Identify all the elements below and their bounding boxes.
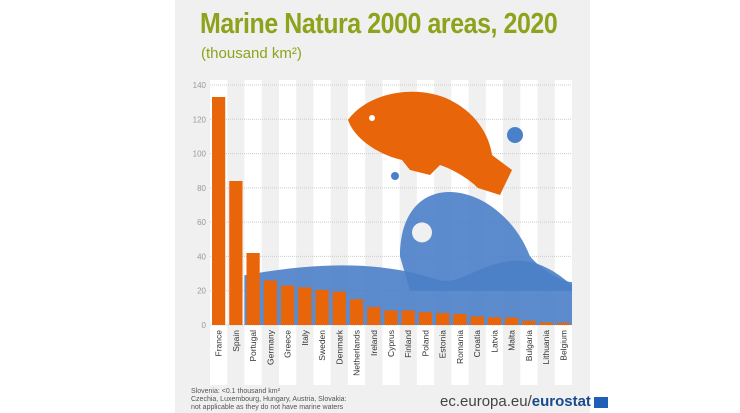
x-tick-label: Cyprus bbox=[386, 330, 396, 357]
x-tick-label: Latvia bbox=[489, 330, 499, 353]
bar-belgium bbox=[556, 322, 570, 325]
footnote: Czechia, Luxembourg, Hungary, Austria, S… bbox=[191, 396, 347, 403]
bar-netherlands bbox=[349, 299, 364, 325]
bar-greece bbox=[280, 285, 295, 325]
bar-lithuania bbox=[539, 322, 553, 325]
x-tick-label: Germany bbox=[265, 329, 275, 365]
bar-denmark bbox=[332, 291, 346, 325]
x-tick-label: Denmark bbox=[334, 329, 344, 364]
x-tick-label: Portugal bbox=[248, 330, 258, 362]
bar-germany bbox=[263, 280, 277, 325]
footnote: Slovenia: <0.1 thousand km² bbox=[191, 388, 280, 395]
bar-bulgaria bbox=[522, 320, 536, 325]
bar-croatia bbox=[470, 316, 484, 325]
x-tick-label: Poland bbox=[420, 330, 430, 357]
bar-finland bbox=[401, 310, 415, 325]
bar-ireland bbox=[367, 307, 381, 325]
y-tick-label: 60 bbox=[197, 218, 206, 227]
x-tick-label: Romania bbox=[455, 330, 465, 364]
x-tick-label: Greece bbox=[283, 330, 293, 358]
bar-estonia bbox=[436, 313, 450, 325]
x-tick-label: Belgium bbox=[558, 330, 568, 361]
y-tick-label: 40 bbox=[197, 252, 206, 261]
y-tick-label: 20 bbox=[197, 287, 206, 296]
x-tick-label: Bulgaria bbox=[524, 330, 534, 361]
bar-poland bbox=[418, 312, 433, 325]
x-tick-label: Estonia bbox=[438, 330, 448, 359]
y-tick-label: 0 bbox=[202, 321, 207, 330]
x-tick-label: Finland bbox=[403, 330, 413, 358]
water-drop-icon bbox=[507, 127, 523, 143]
water-drop-icon bbox=[391, 172, 399, 180]
y-tick-label: 80 bbox=[197, 184, 206, 193]
x-tick-label: Croatia bbox=[472, 330, 482, 358]
x-tick-label: Lithuania bbox=[541, 330, 551, 365]
bar-portugal bbox=[246, 253, 260, 325]
source-link[interactable]: ec.europa.eu/eurostat bbox=[440, 393, 608, 410]
x-tick-label: Netherlands bbox=[352, 330, 362, 376]
fish-icon bbox=[348, 91, 512, 195]
bar-cyprus bbox=[384, 310, 398, 325]
source-brand: eurostat bbox=[531, 393, 591, 410]
eu-flag-icon bbox=[593, 396, 608, 408]
x-tick-label: France bbox=[214, 330, 224, 357]
x-tick-label: Spain bbox=[231, 330, 241, 352]
x-tick-label: Ireland bbox=[369, 330, 379, 356]
bar-latvia bbox=[487, 317, 502, 325]
bar-sweden bbox=[315, 289, 329, 325]
chart-title: Marine Natura 2000 areas, 2020 bbox=[200, 8, 558, 40]
wave-curl bbox=[412, 222, 432, 243]
x-tick-label: Malta bbox=[507, 330, 517, 351]
x-tick-label: Sweden bbox=[317, 330, 327, 361]
wave-crest bbox=[400, 191, 572, 291]
y-tick-label: 100 bbox=[193, 150, 207, 159]
fish-eye bbox=[369, 115, 375, 121]
bar-malta bbox=[505, 317, 519, 325]
bar-italy bbox=[298, 287, 312, 325]
source-prefix: ec.europa.eu/ bbox=[440, 393, 532, 410]
footnote: not applicable as they do not have marin… bbox=[191, 404, 344, 411]
y-tick-label: 120 bbox=[193, 115, 207, 124]
y-tick-label: 140 bbox=[193, 81, 207, 90]
bar-romania bbox=[453, 313, 467, 325]
bar-spain bbox=[229, 181, 243, 325]
x-tick-label: Italy bbox=[300, 329, 310, 345]
chart-subtitle: (thousand km²) bbox=[201, 45, 302, 62]
bar-france bbox=[212, 97, 226, 325]
